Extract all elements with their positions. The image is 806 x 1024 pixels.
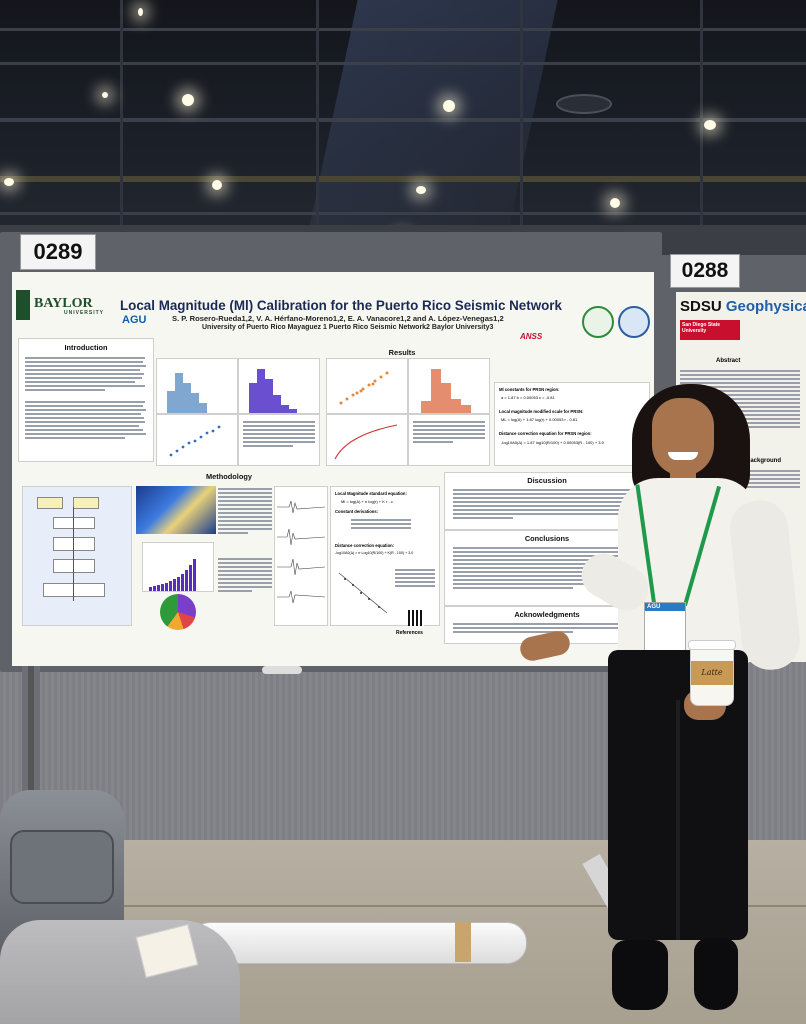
university-logo-text: BAYLOR (34, 296, 93, 311)
folded-jacket (0, 920, 240, 1024)
constants-values: a = 1.87 b = 0.00053 c = -0.81 (501, 395, 555, 400)
ceiling-light (443, 100, 455, 112)
ceiling-light (416, 186, 426, 194)
scatter-plot (169, 425, 221, 457)
methodology-pie-chart (160, 594, 196, 630)
distance-label: Distance correction equation for PRSN re… (499, 431, 592, 436)
board-leg-shadow (28, 665, 34, 795)
ceiling-strut (120, 0, 123, 260)
scale-label: Local magnitude modified scale for PRSN: (499, 409, 584, 414)
ceiling-light (4, 178, 14, 186)
results-scatter-1 (326, 358, 408, 414)
discussion-heading: Discussion (527, 476, 567, 485)
discussion-panel: Discussion (444, 472, 650, 530)
poster-tube (190, 922, 527, 964)
ceiling-light (212, 180, 222, 190)
introduction-panel: Introduction (18, 338, 154, 462)
seal-logo-icon (582, 306, 614, 338)
results-histogram-1 (156, 358, 238, 414)
ceiling-light (138, 8, 143, 16)
ceiling-strut (316, 0, 319, 260)
ceiling-truss (0, 118, 806, 122)
std-equation-label: Local Magnitude standard equation: (335, 491, 407, 496)
acknowledgments-heading: Acknowledgments (514, 610, 580, 619)
poster-tube-tape (455, 922, 471, 962)
neighbor-background-heading: Background (746, 458, 782, 464)
scatter-plot (339, 371, 389, 405)
university-logo-subtext: UNIVERSITY (64, 310, 105, 316)
ceiling-light (610, 198, 620, 208)
booth-number-left: 0289 (20, 234, 96, 270)
ceiling-truss (0, 28, 806, 31)
results-curve-plot (326, 414, 408, 466)
methodology-heading: Methodology (206, 472, 252, 481)
methodology-flowchart (22, 486, 132, 626)
ceiling-light (182, 94, 194, 106)
decay-plot (338, 572, 388, 614)
ceiling-truss (0, 62, 806, 65)
ceiling-truss (0, 176, 806, 182)
results-caption-block (408, 414, 490, 466)
conclusions-panel: Conclusions (444, 530, 650, 606)
ceiling-light (102, 92, 108, 98)
anss-logo-text: ANSS (520, 332, 543, 341)
method-distance-equation: -log10A0(Δ) = n·Log10(R/100) + K(R - 100… (335, 551, 414, 555)
std-equation: Ml = log(A) + n log(r) + K r - c (341, 499, 393, 504)
constants-label: Ml constants for PRSN region: (499, 387, 560, 392)
results-equations-box: Ml constants for PRSN region: a = 1.87 b… (494, 382, 650, 466)
floor-object (262, 666, 302, 674)
neighbor-poster-school: SDSU Geophysical in (680, 298, 806, 315)
neighbor-poster-university: San Diego State University (680, 320, 740, 340)
results-scatter-2 (156, 414, 238, 466)
methodology-waveforms (274, 486, 328, 626)
neighbor-abstract-heading: Abstract (716, 358, 741, 364)
methodology-equations: Local Magnitude standard equation: Ml = … (330, 486, 440, 626)
ceiling-vent (556, 94, 612, 114)
baylor-shield-icon (16, 290, 30, 320)
ceiling-truss (0, 212, 806, 215)
results-caption-block (238, 414, 320, 466)
introduction-text-lines (25, 355, 147, 441)
results-histogram-2 (238, 358, 320, 414)
method-distance-label: Distance correction equation: (335, 543, 395, 548)
results-heading: Results (388, 348, 416, 357)
agu-logo-text: AGU (122, 314, 147, 326)
scale-equation: ML = log(A) + 1.87 log(r) + 0.00053 r - … (501, 417, 578, 422)
methodology-caption-text (218, 486, 272, 616)
qr-code-icon (408, 610, 424, 626)
references-label: References (396, 630, 423, 636)
derivation-label: Constant derivations: (335, 509, 379, 514)
ceiling (0, 0, 806, 260)
methodology-map (136, 486, 216, 534)
backpack-pocket (10, 830, 114, 904)
distance-equation: -log10A0(Δ) = 1.87 log10(R/100) + 0.0005… (501, 440, 604, 445)
poster: BAYLOR UNIVERSITY AGU Local Magnitude (M… (12, 272, 654, 666)
seal-logo-icon (618, 306, 650, 338)
neighbor-poster: SDSU Geophysical in San Diego State Univ… (676, 292, 806, 662)
poster-affiliations: University of Puerto Rico Mayaguez 1 Pue… (202, 324, 494, 331)
methodology-bar-chart (142, 542, 214, 592)
acknowledgments-panel: Acknowledgments (444, 606, 650, 644)
waveform-plot (277, 500, 326, 604)
poster-title: Local Magnitude (Ml) Calibration for the… (120, 298, 562, 313)
curve-plot (334, 424, 398, 460)
introduction-heading: Introduction (64, 343, 108, 352)
results-histogram-3 (408, 358, 490, 414)
floor-seam (0, 905, 806, 907)
ceiling-strut (520, 0, 523, 260)
conclusions-heading: Conclusions (524, 534, 570, 543)
booth-number-right: 0288 (670, 254, 740, 288)
ceiling-light (704, 120, 716, 130)
poster-authors: S. P. Rosero-Rueda1,2, V. A. Hérfano-Mor… (172, 314, 504, 323)
ceiling-strut (700, 0, 703, 260)
